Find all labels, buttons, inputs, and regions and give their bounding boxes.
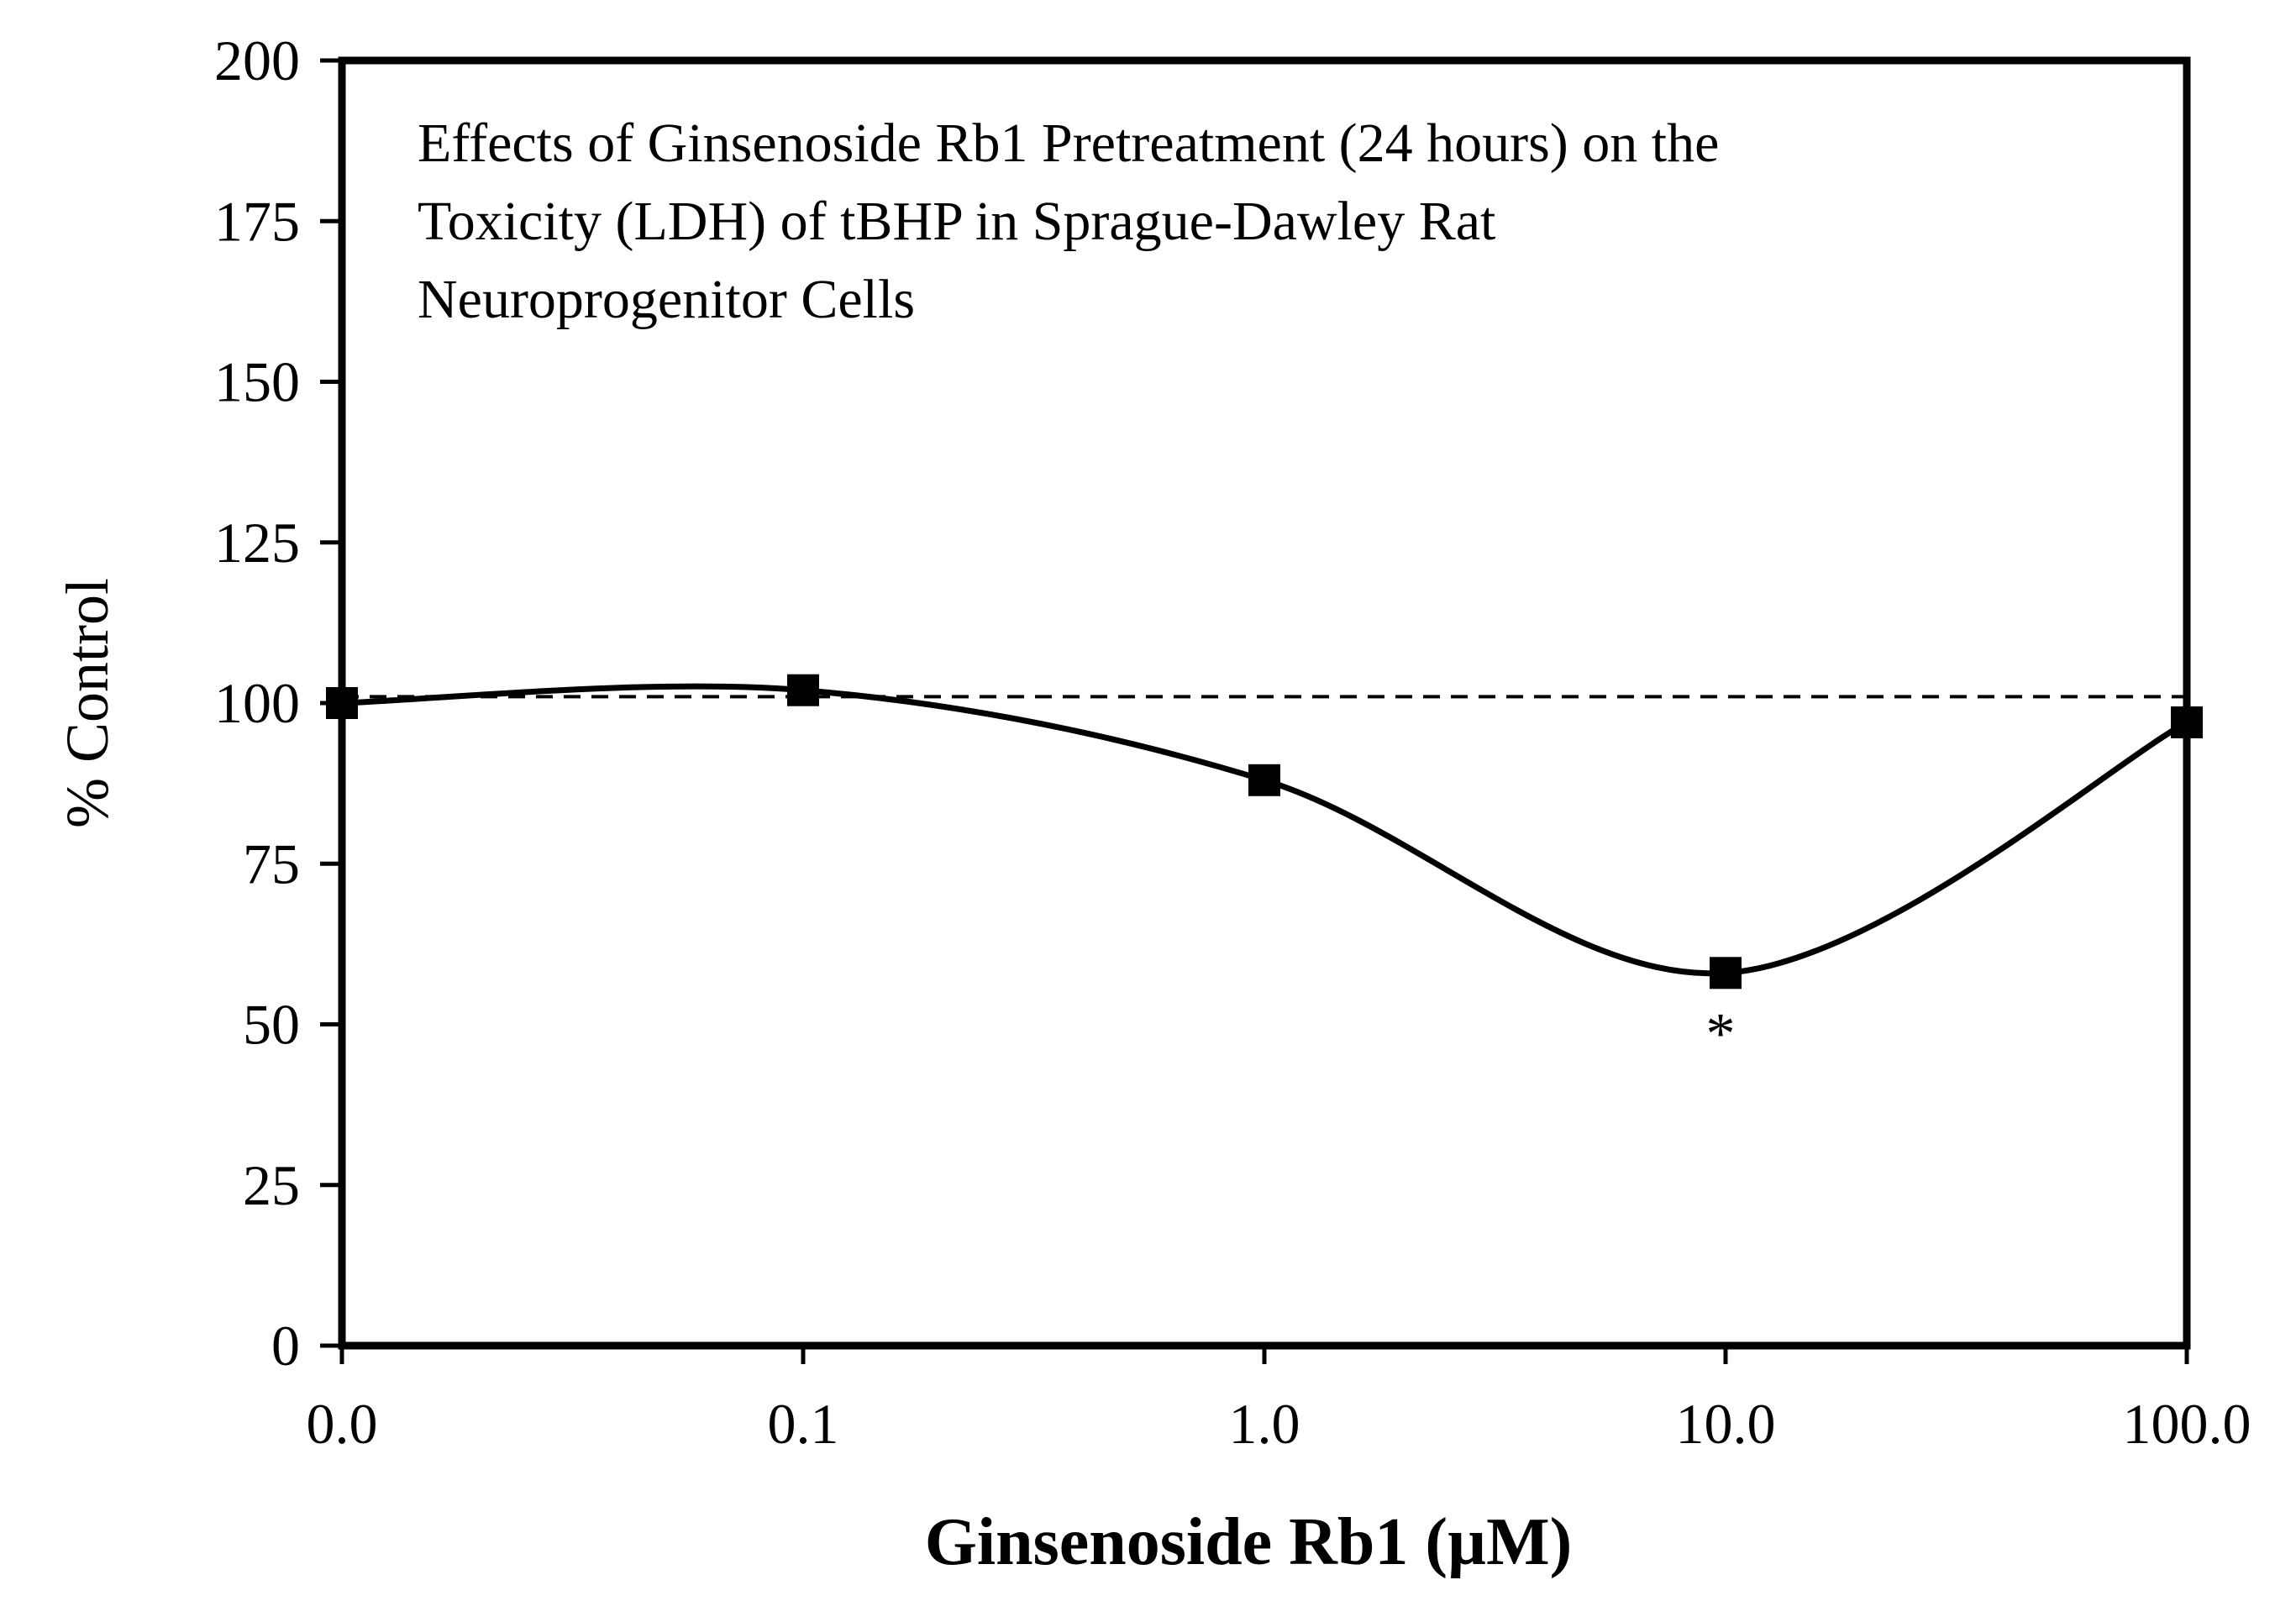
chart-title-line-3: Neuroprogenitor Cells [418, 269, 915, 330]
data-point-marker [326, 687, 358, 719]
y-axis-label: % Control [54, 578, 121, 828]
data-point-marker [1710, 957, 1742, 989]
x-axis-label: Ginsenoside Rb1 (µM) [925, 1505, 1573, 1579]
y-tick-label: 25 [243, 1153, 300, 1217]
y-axis: 0 25 50 75 100 125 150 175 200 [214, 29, 342, 1378]
plot-frame [338, 56, 2191, 1350]
data-point-marker [2171, 706, 2203, 738]
y-tick-label: 125 [214, 511, 300, 575]
y-tick-label: 200 [214, 29, 300, 92]
chart-title-line-2: Toxicity (LDH) of tBHP in Sprague-Dawley… [418, 191, 1495, 252]
y-tick-label: 175 [214, 189, 300, 253]
x-tick-label: 10.0 [1676, 1392, 1776, 1456]
y-tick-label: 50 [243, 993, 300, 1057]
data-point-marker [787, 674, 819, 706]
x-tick-label: 100.0 [2123, 1392, 2251, 1456]
x-axis: 0.0 0.1 1.0 10.0 100.0 [307, 1346, 2251, 1456]
series-line [341, 683, 2188, 977]
y-tick-label: 150 [214, 350, 300, 414]
y-tick-label: 0 [271, 1314, 300, 1378]
chart-title-line-1: Effects of Ginsenoside Rb1 Pretreatment … [418, 113, 1719, 174]
series-layer [341, 683, 2188, 977]
x-tick-label: 0.1 [768, 1392, 839, 1456]
x-tick-label: 1.0 [1229, 1392, 1300, 1456]
significance-asterisk: * [1706, 1001, 1736, 1066]
annotation-layer: * [1706, 1001, 1736, 1066]
data-point-marker [1248, 764, 1280, 796]
marker-layer [326, 674, 2203, 989]
x-tick-label: 0.0 [307, 1392, 378, 1456]
y-tick-label: 100 [214, 671, 300, 735]
y-tick-label: 75 [243, 832, 300, 895]
